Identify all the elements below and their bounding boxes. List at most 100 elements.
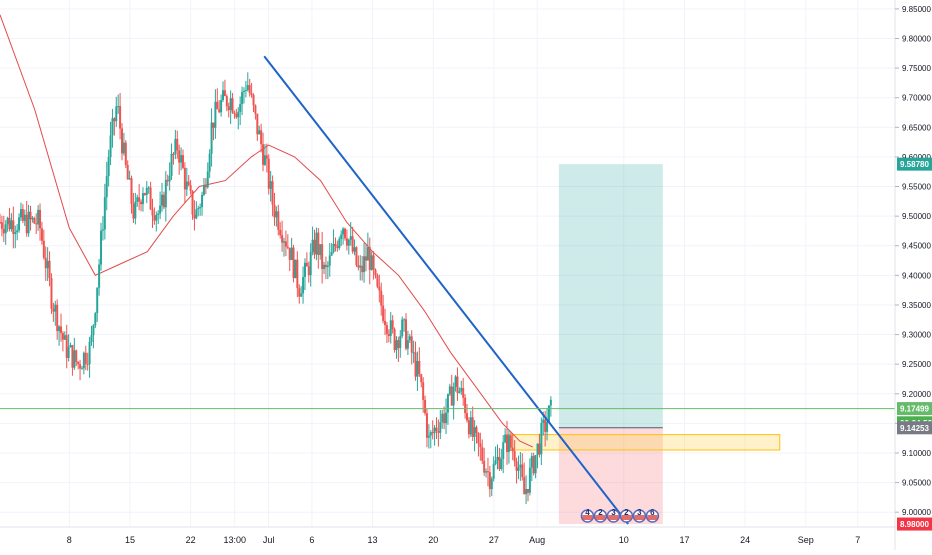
candle-body [450, 386, 453, 406]
candle-body [536, 443, 539, 456]
candle-body [284, 241, 287, 247]
candle-body [281, 235, 284, 243]
event-flag-stripe [582, 515, 593, 520]
candle-body [498, 456, 501, 469]
candle-body [115, 106, 118, 122]
candle-body [258, 130, 261, 135]
candle-body [378, 286, 381, 291]
candle-body [208, 153, 211, 172]
candle-body [61, 333, 64, 340]
candle-body [166, 179, 169, 182]
price-tick-label: 9.10000 [902, 449, 931, 458]
price-tick-label: 9.45000 [902, 242, 931, 251]
price-label-badge[interactable] [897, 402, 932, 416]
candle-body [389, 320, 392, 336]
candle-body [465, 413, 468, 421]
price-label-badge[interactable] [897, 517, 932, 531]
candle-body [233, 112, 236, 114]
candle-body [315, 232, 318, 255]
candle-body [170, 153, 173, 176]
candle-body [412, 352, 415, 354]
candle-body [244, 90, 247, 92]
candle-body [252, 94, 255, 106]
candle-body [393, 329, 396, 351]
candle-body [391, 320, 394, 330]
candle-body [448, 386, 451, 395]
candle-body [174, 138, 177, 155]
event-count-label: 2 [598, 508, 603, 517]
candle-body [519, 464, 522, 468]
price-label-text: 8.98000 [900, 520, 929, 529]
candle-body [298, 288, 301, 297]
candle-body [216, 101, 219, 110]
time-tick-label: 8 [67, 535, 72, 545]
candle-body [50, 278, 53, 309]
drawing-lines-layer[interactable] [0, 55, 895, 525]
candle-body [71, 345, 74, 368]
position-target-zone[interactable] [558, 164, 663, 428]
candle-body [483, 460, 486, 473]
price-label-badge[interactable] [897, 421, 932, 435]
candle-body [25, 214, 28, 234]
candle-body [538, 443, 541, 455]
candle-body [374, 269, 377, 276]
candle-body [88, 341, 91, 364]
candle-body [376, 275, 379, 287]
support-zone-rectangle[interactable] [506, 434, 781, 451]
candle-body [191, 190, 194, 215]
candle-body [155, 214, 158, 221]
candle-body [473, 427, 476, 437]
time-tick-label: 13 [368, 535, 378, 545]
candle-body [359, 265, 362, 268]
candle-body [380, 290, 383, 306]
candle-body [311, 239, 314, 252]
candle-body [439, 422, 442, 433]
candle-body [435, 427, 438, 432]
candle-body [283, 241, 286, 243]
candle-body [206, 171, 209, 188]
candle-body [260, 130, 263, 145]
candle-body [372, 255, 375, 270]
candle-body [119, 106, 122, 129]
candle-body [309, 251, 312, 276]
candle-body [525, 488, 528, 495]
candle-body [69, 345, 72, 348]
price-label-badge[interactable] [897, 157, 932, 171]
candle-body [147, 187, 150, 189]
candle-body [176, 138, 179, 151]
candle-body [549, 399, 552, 406]
candle-body [18, 217, 21, 231]
candle-body [511, 447, 514, 452]
candle-body [269, 181, 272, 189]
candle-body [420, 374, 423, 383]
candle-body [220, 100, 223, 113]
candle-body [492, 463, 495, 479]
price-tick-label: 9.85000 [902, 5, 931, 14]
candle-body [408, 336, 411, 341]
candle-body [265, 155, 268, 159]
candle-body [397, 340, 400, 349]
descending-trendline[interactable] [263, 55, 629, 525]
candle-body [172, 153, 175, 155]
time-tick-label: 22 [186, 535, 196, 545]
candle-body [349, 236, 352, 240]
candle-body [427, 435, 430, 438]
position-stop-zone[interactable] [558, 427, 663, 525]
candle-body [157, 213, 160, 215]
price-tick-label: 9.05000 [902, 479, 931, 488]
candle-body [120, 128, 123, 154]
candle-body [248, 85, 251, 94]
event-count-label: 4 [585, 508, 590, 517]
price-label-text: 9.58780 [900, 160, 929, 169]
candle-body [153, 215, 156, 221]
zones-layer[interactable] [506, 164, 781, 525]
candle-body [111, 118, 114, 136]
candle-body [353, 247, 356, 252]
candle-body [546, 422, 549, 432]
candle-body [302, 276, 305, 294]
candle-body [132, 203, 135, 219]
